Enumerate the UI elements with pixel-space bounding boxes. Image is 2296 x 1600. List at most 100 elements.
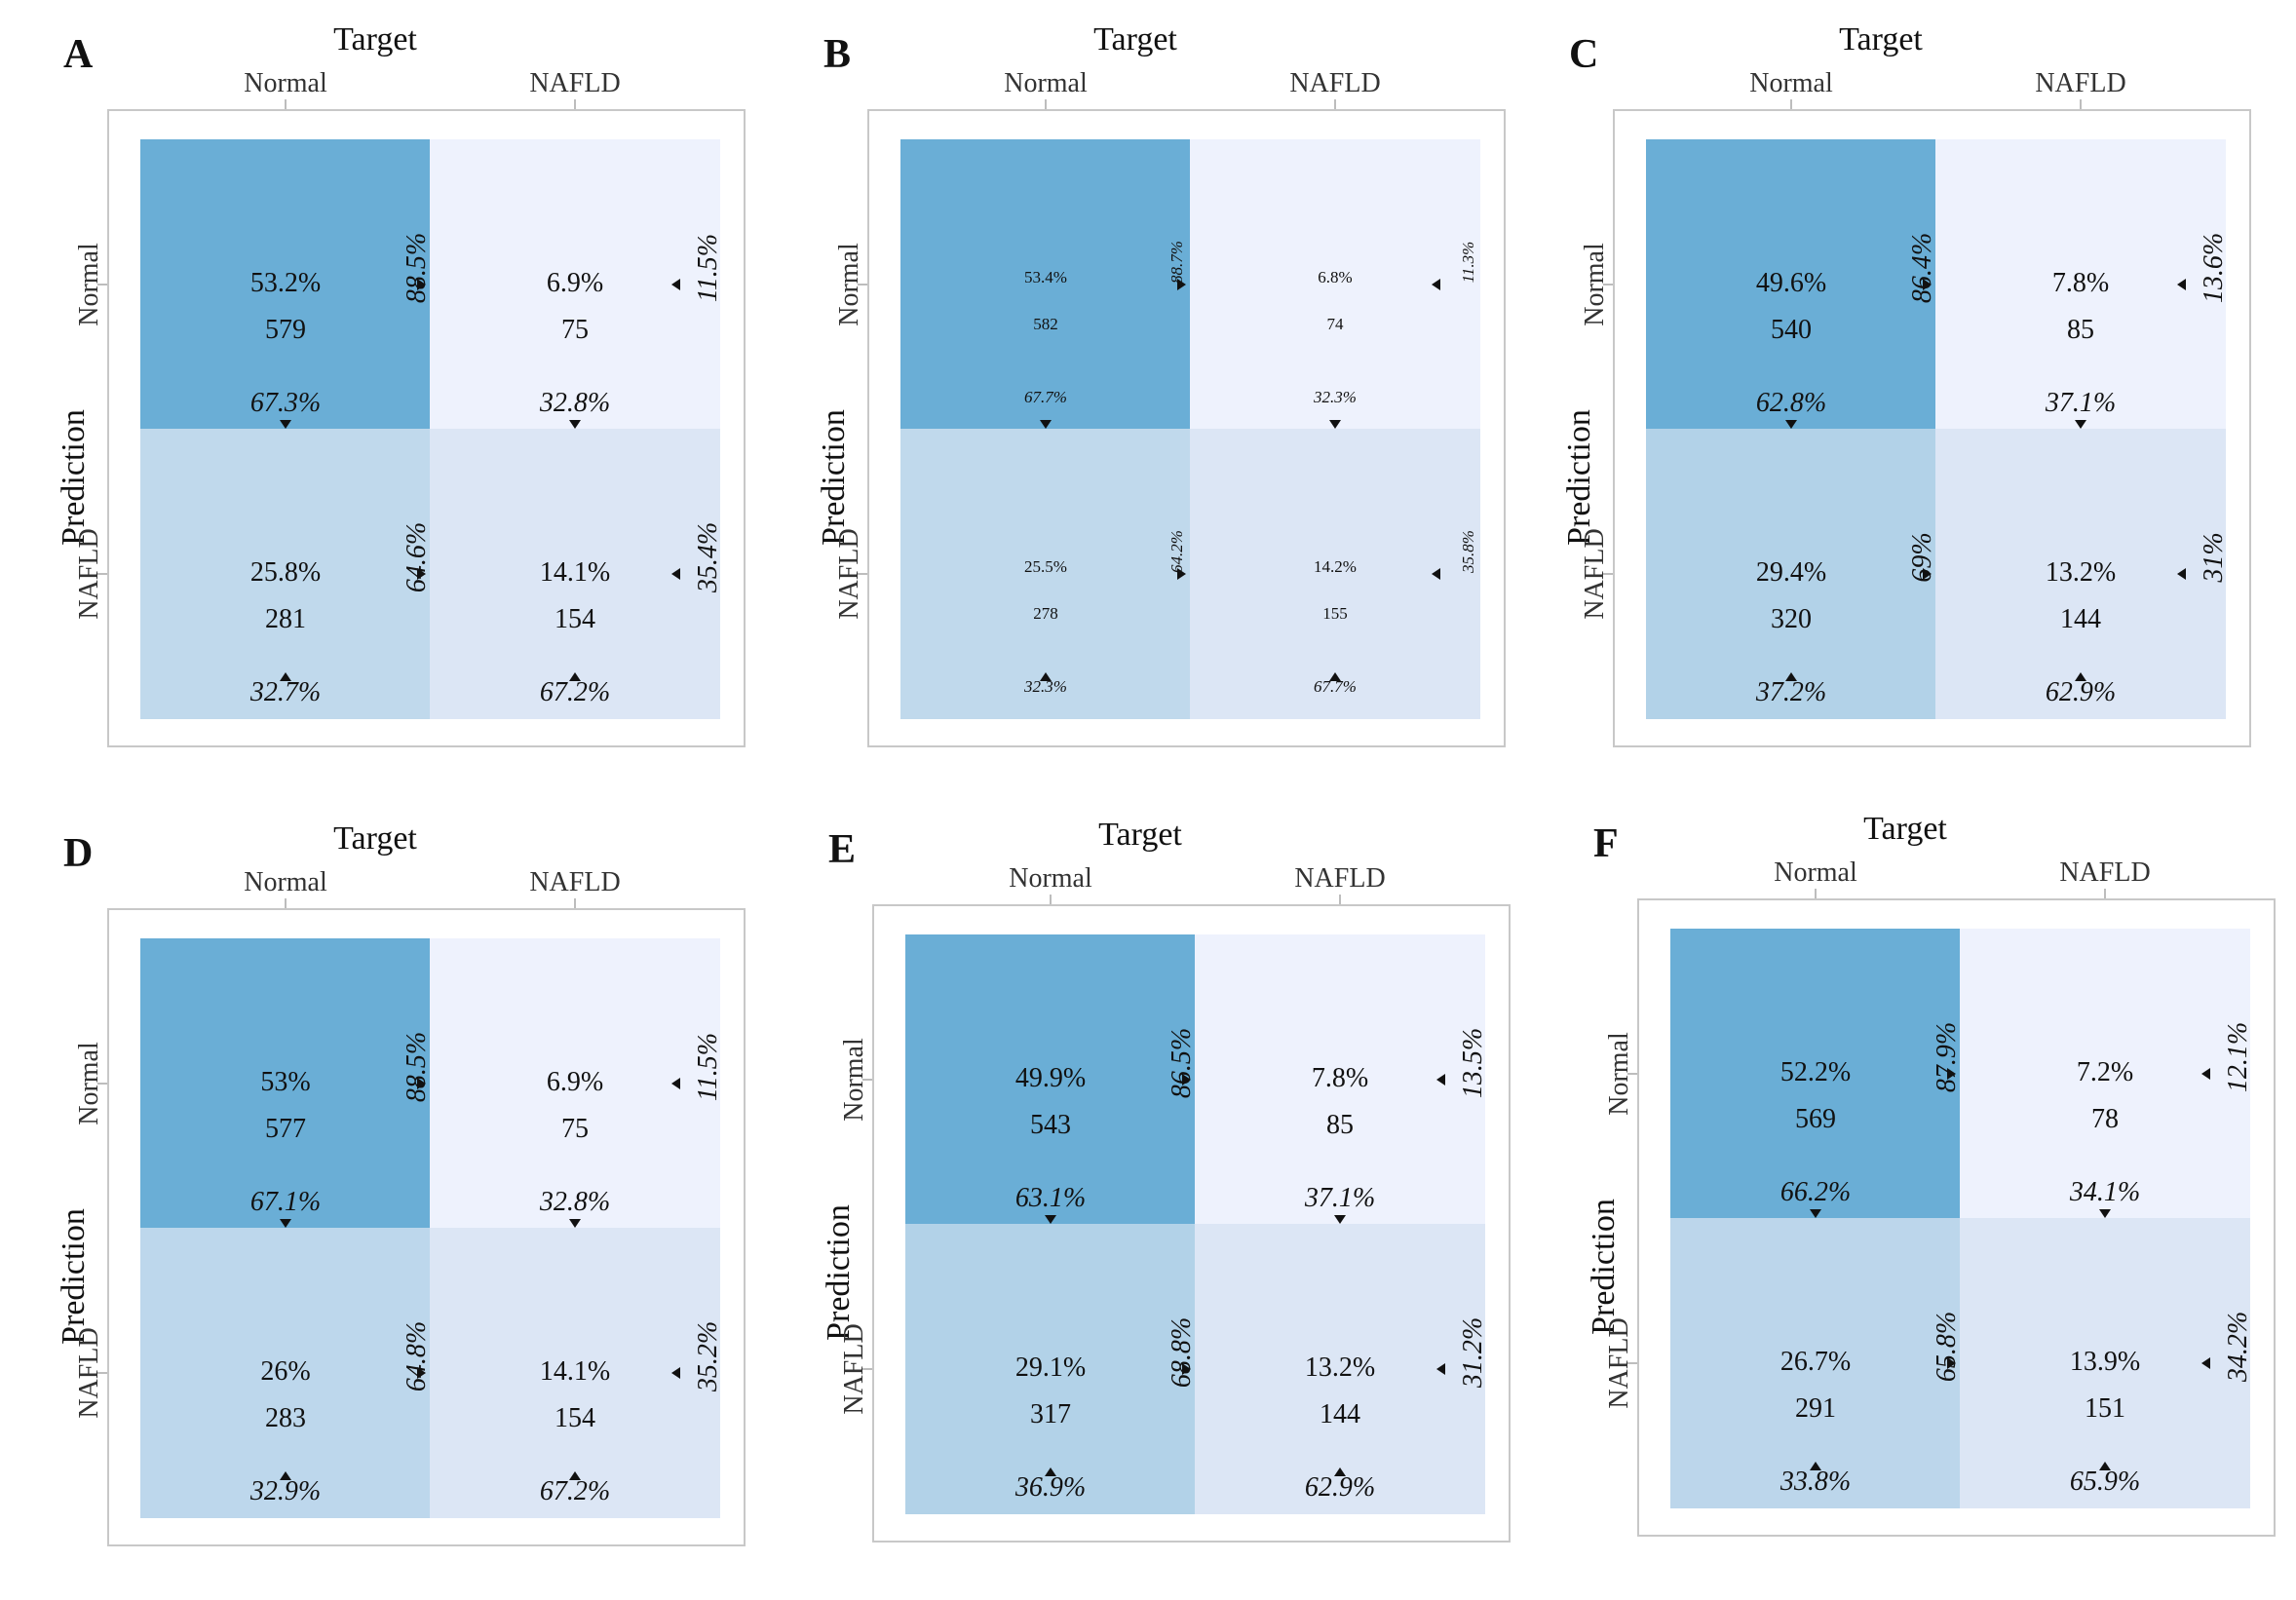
column-percentage: 66.2% [1779,1177,1852,1207]
row-percentage-label: 88.5% [402,232,432,304]
row-header-nafld: NAFLD [834,528,864,620]
column-percentage: 37.1% [2045,388,2117,418]
column-tick [285,99,287,109]
column-header-nafld: NAFLD [529,68,621,98]
column-percentage: 32.3% [1024,677,1067,696]
right-arrow-icon [1182,1363,1191,1375]
column-percentage: 62.9% [1304,1472,1376,1503]
column-percentage: 62.8% [1755,388,1827,418]
row-percentage-label: 88.7% [1167,241,1186,284]
cell-percentage: 29.1% [1014,1352,1087,1383]
matrix-cell: 6.9% 75 32.8% 11.5% [430,938,723,1229]
cell-percentage: 52.2% [1779,1057,1852,1087]
right-arrow-icon [1923,279,1932,290]
row-percentage-label: 87.9% [1932,1021,1962,1093]
column-percentage: 37.1% [1304,1183,1376,1213]
confusion-matrix-panel-a: A Target Prediction Normal NAFLD Normal NAFLD 5… [56,21,804,801]
row-percentage-label: 12.1% [2223,1021,2253,1093]
cell-percentage: 13.2% [2045,557,2117,588]
column-percentage: 32.7% [249,677,322,707]
column-tick [1050,895,1052,904]
left-arrow-icon [1436,1363,1445,1375]
column-percentage: 67.2% [539,1476,611,1506]
up-arrow-icon [1045,1467,1056,1476]
column-header-normal: Normal [1009,863,1092,894]
row-percentage-label: 31.2% [1458,1316,1488,1389]
x-axis-title: Target [1839,21,1923,57]
row-percentage-label: 68.8% [1167,1316,1197,1389]
cell-percentage: 6.9% [546,268,604,298]
right-arrow-icon [1182,1074,1191,1086]
matrix-cell: 29.1% 317 36.9% 68.8% [905,1224,1197,1514]
left-arrow-icon [2177,279,2186,290]
row-tick [1603,573,1613,575]
matrix-cell: 14.1% 154 67.2% 35.2% [430,1228,723,1518]
cell-count: 85 [1326,1110,1354,1140]
right-arrow-icon [1947,1357,1956,1369]
row-header-nafld: NAFLD [839,1323,869,1415]
row-percentage-label: 11.5% [693,1032,723,1102]
row-header-normal: Normal [1580,243,1610,326]
matrix-cell: 29.4% 320 37.2% 69% [1646,429,1937,719]
row-percentage-label: 88.5% [402,1031,432,1103]
column-header-nafld: NAFLD [1294,863,1386,894]
cell-percentage: 49.9% [1014,1063,1087,1093]
left-arrow-icon [1432,279,1440,290]
row-tick [97,1372,107,1374]
plot-frame [107,109,746,747]
cell-count: 582 [1033,315,1058,333]
column-percentage: 32.8% [539,1187,611,1217]
matrix-cell: 7.2% 78 34.1% 12.1% [1960,929,2253,1219]
column-percentage: 33.8% [1779,1467,1852,1497]
row-percentage-label: 35.4% [693,521,723,593]
plot-frame [867,109,1506,747]
plot-frame [1613,109,2251,747]
cell-count: 278 [1033,604,1058,623]
panel-letter: B [823,32,852,77]
column-percentage: 36.9% [1014,1472,1087,1503]
column-header-nafld: NAFLD [2059,857,2151,888]
row-percentage-label: 64.8% [402,1320,432,1392]
left-arrow-icon [671,279,680,290]
matrix-cell: 26.7% 291 33.8% 65.8% [1670,1218,1962,1508]
up-arrow-icon [2099,1462,2111,1470]
matrix-cell: 53.4% 582 67.7% 88.7% [900,139,1191,430]
x-axis-title: Target [1863,811,1947,847]
panel-letter: E [828,827,857,872]
row-header-normal: Normal [839,1038,869,1122]
cell-percentage: 25.8% [249,557,322,588]
left-arrow-icon [2201,1357,2210,1369]
down-arrow-icon [569,1219,581,1228]
cell-count: 291 [1795,1393,1836,1424]
plot-frame [107,908,746,1546]
row-percentage-label: 13.6% [2199,232,2229,304]
column-percentage: 32.3% [1314,388,1357,406]
row-percentage-label: 86.4% [1907,232,1937,304]
confusion-matrix-panel-e: E Target Prediction Normal NAFLD Normal NAFLD 4… [821,817,1569,1596]
column-header-normal: Normal [244,867,327,897]
right-arrow-icon [1177,568,1186,580]
cell-count: 154 [555,604,595,634]
cell-percentage: 29.4% [1755,557,1827,588]
right-arrow-icon [1923,568,1932,580]
up-arrow-icon [280,1471,291,1480]
cell-count: 543 [1030,1110,1071,1140]
cell-count: 144 [1320,1399,1360,1429]
cell-count: 569 [1795,1104,1836,1134]
row-tick [858,284,867,286]
column-tick [1339,895,1341,904]
cell-percentage: 26% [260,1356,311,1387]
down-arrow-icon [1785,420,1797,429]
up-arrow-icon [1334,1467,1346,1476]
cell-count: 74 [1326,315,1344,333]
cell-percentage: 25.5% [1024,557,1067,576]
column-tick [1815,889,1817,898]
confusion-matrix-panel-b: B Target Prediction Normal NAFLD Normal NAFLD 5… [816,21,1564,801]
matrix-cell: 26% 283 32.9% 64.8% [140,1228,432,1518]
right-arrow-icon [417,568,426,580]
matrix-cell: 6.9% 75 32.8% 11.5% [430,139,723,430]
row-tick [97,1083,107,1085]
cell-percentage: 53.2% [249,268,322,298]
cell-percentage: 13.2% [1304,1352,1376,1383]
left-arrow-icon [1436,1074,1445,1086]
